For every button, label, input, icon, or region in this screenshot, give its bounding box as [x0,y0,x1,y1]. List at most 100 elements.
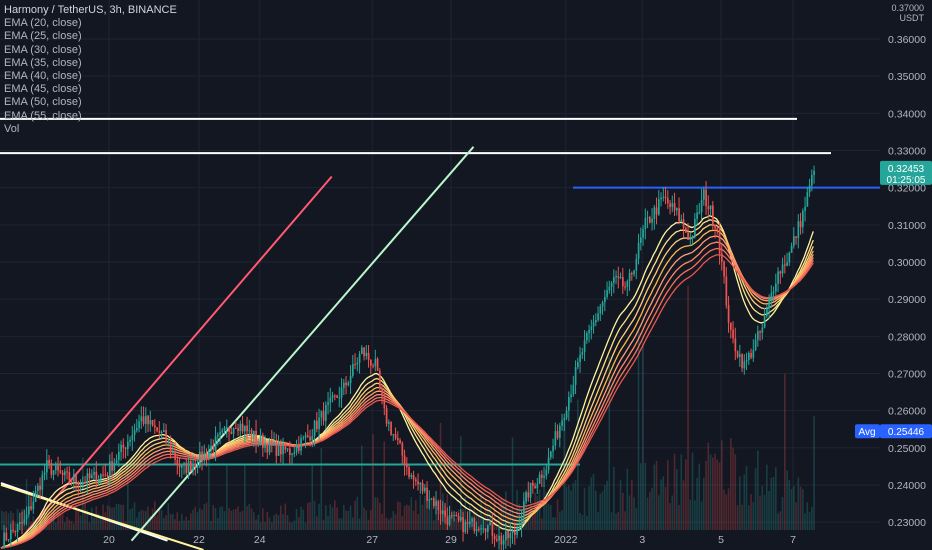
volume-bar [217,518,219,530]
volume-bar [205,502,208,530]
volume-bar [320,448,323,530]
volume-bar [376,497,379,530]
volume-bar [676,469,678,530]
volume-bar [412,510,415,530]
candle-body [372,365,374,367]
candle-body [790,245,793,253]
legend-ema-35[interactable]: EMA (35, close) [4,56,82,69]
volume-bar [667,460,669,530]
volume-bar [372,434,374,530]
volume-bar [68,519,71,530]
volume-bar [55,522,57,530]
legend-ema-50[interactable]: EMA (50, close) [4,96,82,109]
candle-body [64,471,66,475]
candle-body [804,206,806,211]
candle-body [631,273,633,275]
candle-body [14,530,17,533]
candle-body [244,425,246,432]
candle-body [739,354,741,357]
legend-ema-20[interactable]: EMA (20, close) [4,17,82,30]
candle-body [707,206,710,210]
candle-body [568,397,570,411]
candle-body [403,455,406,466]
price-tick-label: 0.27000 [888,368,926,380]
volume-bar [48,510,50,530]
volume-bar [322,519,325,530]
candle-body [678,208,680,222]
volume-bar [187,520,190,530]
volume-bar [626,468,629,530]
volume-bar [419,494,422,530]
candle-body [113,462,116,471]
candle-body [381,388,383,397]
price-axis-unit: USDT [899,13,925,23]
volume-bar [579,512,581,530]
legend-volume[interactable]: Vol [4,122,20,135]
candle-body [590,326,593,330]
candle-body [147,415,149,425]
volume-bar [435,499,437,530]
candle-body [34,491,37,502]
time-tick-label: 7 [790,534,796,546]
candle-body [237,428,239,432]
candle-body [280,443,282,455]
candle-body [667,198,669,204]
candle-body [169,441,172,453]
volume-bar [64,522,66,530]
candle-body [768,299,770,309]
candle-body [349,375,352,383]
candle-body [383,396,386,409]
candle-body [354,364,356,366]
candle-body [646,217,649,219]
legend-ema-45[interactable]: EMA (45, close) [4,83,82,96]
candle-body [304,435,307,438]
candle-body [543,475,545,478]
volume-bar [590,477,593,530]
volume-bar [300,506,302,530]
candle-body [779,271,782,274]
volume-bar [75,506,77,530]
candle-body [583,340,586,353]
candle-body [133,430,136,435]
volume-bar [163,517,165,530]
candle-body [696,212,698,219]
legend-ema-30[interactable]: EMA (30, close) [4,43,82,56]
volume-bar [428,498,431,530]
candle-body [212,445,215,451]
volume-bar [401,515,404,530]
volume-bar [410,497,413,530]
volume-bar [100,517,102,530]
candle-body [691,236,694,239]
volume-bar [678,505,680,530]
volume-bar [545,492,548,530]
volume-bar [84,503,86,530]
candle-body [86,473,89,484]
volume-bar [201,509,203,530]
volume-bar [406,504,408,530]
price-axis[interactable]: 0.23000 0.24000 0.25000 0.26000 0.27000 0.280… [880,0,932,550]
volume-bar [660,479,662,530]
candle-body [606,290,608,297]
candle-body [745,360,748,362]
volume-bar [775,467,777,530]
volume-bar [169,514,172,530]
legend-ema-55[interactable]: EMA (55, close) [4,109,82,122]
volume-bar [768,490,770,530]
legend-ema-40[interactable]: EMA (40, close) [4,70,82,83]
price-tick-label: 0.28000 [888,331,926,343]
legend-title[interactable]: Harmony / TetherUS, 3h, BINANCE [4,4,177,16]
legend-ema-25[interactable]: EMA (25, close) [4,30,82,43]
volume-bars [1,285,815,530]
volume-bar [70,521,73,530]
volume-bar [199,508,201,530]
candle-body [203,452,206,461]
candle-body [100,474,102,480]
candle-body [408,467,410,477]
candle-body [255,430,257,442]
volume-bar [813,416,815,530]
candle-body [586,333,588,341]
time-axis[interactable]: 20 22 24 27 29 2022 3 5 7 [103,534,796,546]
candle-body [358,354,361,363]
volume-bar [712,457,714,530]
